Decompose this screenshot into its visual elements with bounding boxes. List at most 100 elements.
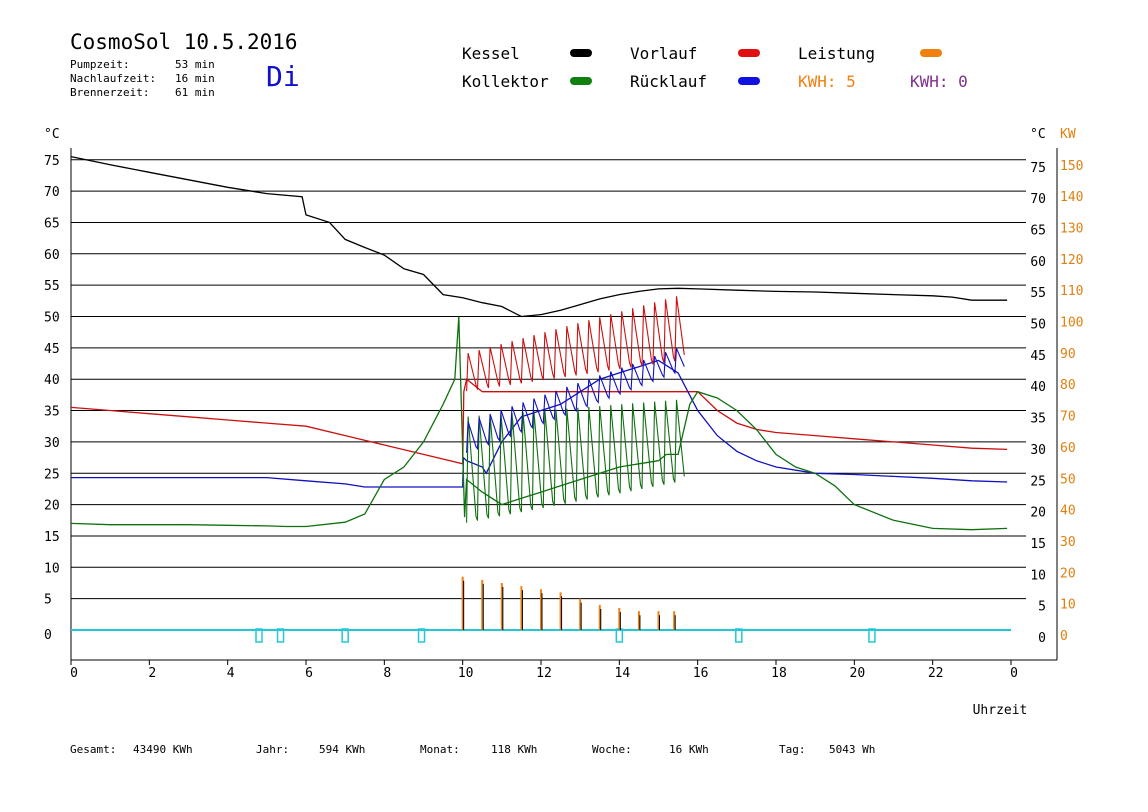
legend-kessel-label: Kessel <box>462 44 520 63</box>
y-tick-label-left: 45 <box>44 342 60 357</box>
y-tick-label-left: 30 <box>44 436 60 451</box>
y-tick-label-right: 10 <box>1030 568 1046 583</box>
y2-tick-label: 90 <box>1060 347 1076 362</box>
x-tick-label: 4 <box>227 666 235 681</box>
y-tick-label-left: 55 <box>44 279 60 294</box>
y-tick-label-left: 15 <box>44 530 60 545</box>
series-line-rcklauf <box>71 359 1008 488</box>
y2-tick-label: 50 <box>1060 472 1076 487</box>
y-tick-label-left: 0 <box>44 628 52 643</box>
x-tick-label: 8 <box>383 666 391 681</box>
footer-gesamt-value: 43490 KWh <box>133 743 193 756</box>
stat-brennerzeit-label: Brennerzeit: <box>70 86 150 99</box>
y-tick-label-left: 60 <box>44 248 60 263</box>
y2-tick-label: 20 <box>1060 566 1076 581</box>
page-title: CosmoSol 10.5.2016 <box>70 30 298 54</box>
x-tick-label: 0 <box>70 666 78 681</box>
y2-tick-label: 60 <box>1060 441 1076 456</box>
y2-tick-label: 70 <box>1060 410 1076 425</box>
burner-marker <box>417 628 426 643</box>
y2-tick-label: 120 <box>1060 253 1083 268</box>
kwh-orange-label: KWH: 5 <box>798 72 856 91</box>
legend-leistung-swatch <box>920 49 942 57</box>
y2-tick-label: 140 <box>1060 190 1083 205</box>
y-tick-label-right: 15 <box>1030 537 1046 552</box>
stat-brennerzeit-value: 61 min <box>175 86 215 99</box>
series-line-kessel <box>70 155 1008 318</box>
y-tick-label-right: 55 <box>1030 286 1046 301</box>
stat-pumpzeit-value: 53 min <box>175 58 215 71</box>
x-tick-label: 14 <box>615 666 631 681</box>
y-tick-label-left: 70 <box>44 185 60 200</box>
y-tick-label-left: 50 <box>44 311 60 326</box>
stat-pumpzeit-label: Pumpzeit: <box>70 58 130 71</box>
y-tick-label-right: 75 <box>1030 161 1046 176</box>
footer-woche-label: Woche: <box>592 743 632 756</box>
x-tick-label: 18 <box>771 666 787 681</box>
y2-tick-label: 110 <box>1060 284 1083 299</box>
weekday-label: Di <box>266 60 300 93</box>
series-line-vorlauf <box>70 378 1008 465</box>
y2-tick-label: 100 <box>1060 316 1083 331</box>
series-line-kollektor <box>70 316 1008 531</box>
y-tick-label-left: 75 <box>44 154 60 169</box>
y-tick-label-right: 50 <box>1030 318 1046 333</box>
y-tick-label-left: 65 <box>44 216 60 231</box>
y-tick-label-right: 70 <box>1030 192 1046 207</box>
legend-kollektor-swatch <box>570 77 592 85</box>
x-axis-label: Uhrzeit <box>973 703 1028 718</box>
x-tick-label: 10 <box>458 666 474 681</box>
y-tick-label-left: 25 <box>44 467 60 482</box>
legend-kessel-swatch <box>570 49 592 57</box>
y-axis-unit-right: °C <box>1030 127 1046 142</box>
y-tick-label-right: 40 <box>1030 380 1046 395</box>
y2-tick-label: 10 <box>1060 598 1076 613</box>
y-tick-label-left: 5 <box>44 593 52 608</box>
y-tick-label-right: 0 <box>1038 631 1046 646</box>
footer-monat-value: 118 KWh <box>491 743 538 756</box>
y2-tick-label: 40 <box>1060 504 1076 519</box>
burner-marker <box>868 628 876 643</box>
kwh-purple-label: KWH: 0 <box>910 72 968 91</box>
legend-ruecklauf-swatch <box>738 77 760 85</box>
y-tick-label-right: 5 <box>1038 600 1046 615</box>
x-tick-label: 0 <box>1010 666 1018 681</box>
kollektor-oscillation <box>466 399 685 523</box>
burner-marker <box>255 628 263 643</box>
x-tick-label: 6 <box>305 666 313 681</box>
y-tick-label-right: 35 <box>1030 412 1046 427</box>
burner-marker <box>276 628 285 643</box>
burner-marker <box>735 628 743 643</box>
footer-monat-label: Monat: <box>420 743 460 756</box>
y-tick-label-right: 60 <box>1030 255 1046 270</box>
stat-nachlaufzeit-value: 16 min <box>175 72 215 85</box>
y-tick-label-left: 20 <box>44 499 60 514</box>
y-tick-label-right: 20 <box>1030 506 1046 521</box>
y-tick-label-right: 30 <box>1030 443 1046 458</box>
y-tick-label-left: 40 <box>44 373 60 388</box>
x-tick-label: 16 <box>693 666 709 681</box>
vorlauf-oscillation <box>466 296 685 392</box>
legend-ruecklauf-label: Rücklauf <box>630 72 708 91</box>
y2-tick-label: 30 <box>1060 535 1076 550</box>
y2-tick-label: 150 <box>1060 159 1083 174</box>
legend-vorlauf-swatch <box>738 49 760 57</box>
x-tick-label: 12 <box>536 666 552 681</box>
y2-tick-label: 0 <box>1060 629 1068 644</box>
y-tick-label-left: 35 <box>44 405 60 420</box>
x-tick-label: 20 <box>850 666 866 681</box>
footer-woche-value: 16 KWh <box>669 743 709 756</box>
legend-vorlauf-label: Vorlauf <box>630 44 698 63</box>
x-tick-label: 2 <box>148 666 156 681</box>
y-tick-label-right: 45 <box>1030 349 1046 364</box>
y-axis-unit-left: °C <box>44 127 60 142</box>
y-tick-label-right: 65 <box>1030 223 1046 238</box>
footer-jahr-value: 594 KWh <box>319 743 366 756</box>
y2-axis-unit: KW <box>1060 127 1076 142</box>
y-tick-label-left: 10 <box>44 561 60 576</box>
y-tick-label-right: 25 <box>1030 474 1046 489</box>
legend-kollektor-label: Kollektor <box>462 72 549 91</box>
footer-jahr-label: Jahr: <box>256 743 290 756</box>
ruecklauf-oscillation <box>466 348 685 453</box>
